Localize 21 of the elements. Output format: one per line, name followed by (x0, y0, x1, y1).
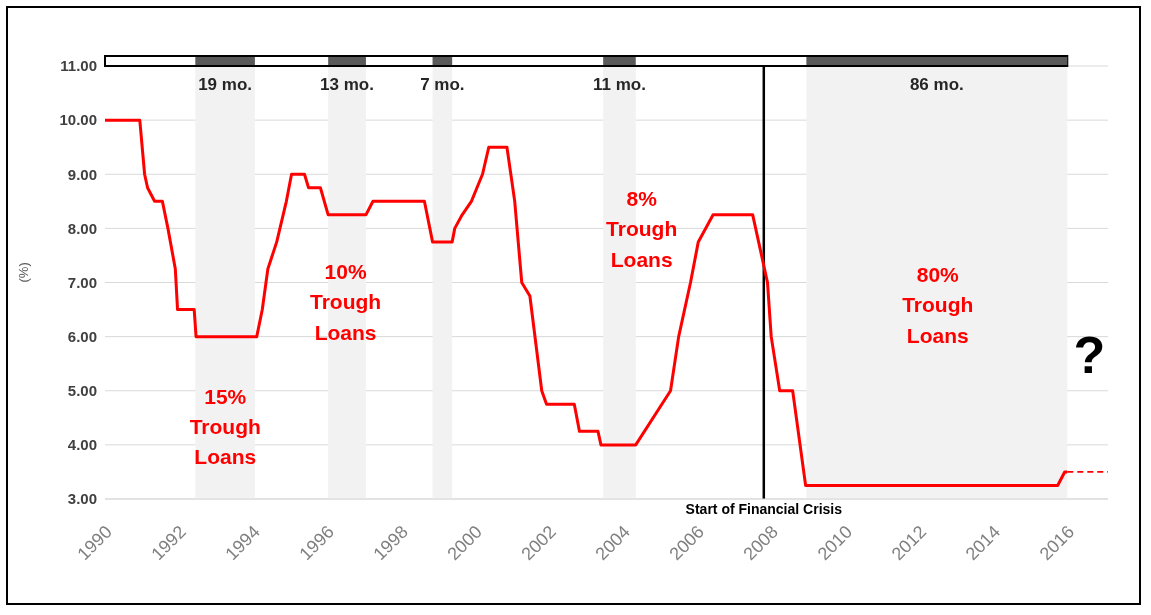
y-tick-label: 8.00 (67, 219, 97, 237)
y-tick-label: 4.00 (67, 436, 97, 454)
annotation: ? (1072, 325, 1107, 387)
annotation: 10% Trough Loans (309, 259, 383, 346)
y-tick-label: 10.00 (59, 111, 97, 129)
y-tick-label: 3.00 (67, 490, 97, 508)
band-label: 13 mo. (320, 75, 374, 95)
band-label: 7 mo. (420, 75, 465, 95)
y-tick-label: 6.00 (67, 327, 97, 345)
y-tick-label: 11.00 (60, 57, 97, 75)
ref-line-label: Start of Financial Crisis (685, 500, 843, 517)
y-tick-label: 7.00 (67, 273, 97, 291)
y-tick-label: 9.00 (67, 165, 97, 183)
y-axis-title: (%) (15, 262, 31, 283)
annotation: 15% Trough Loans (188, 383, 262, 471)
band-label: 11 mo. (592, 75, 646, 95)
band-label: 86 mo. (909, 75, 964, 95)
y-tick-label: 5.00 (67, 382, 97, 400)
annotation: 8% Trough Loans (605, 185, 679, 273)
band-label: 19 mo. (198, 75, 253, 95)
annotation: 80% Trough Loans (901, 261, 975, 349)
